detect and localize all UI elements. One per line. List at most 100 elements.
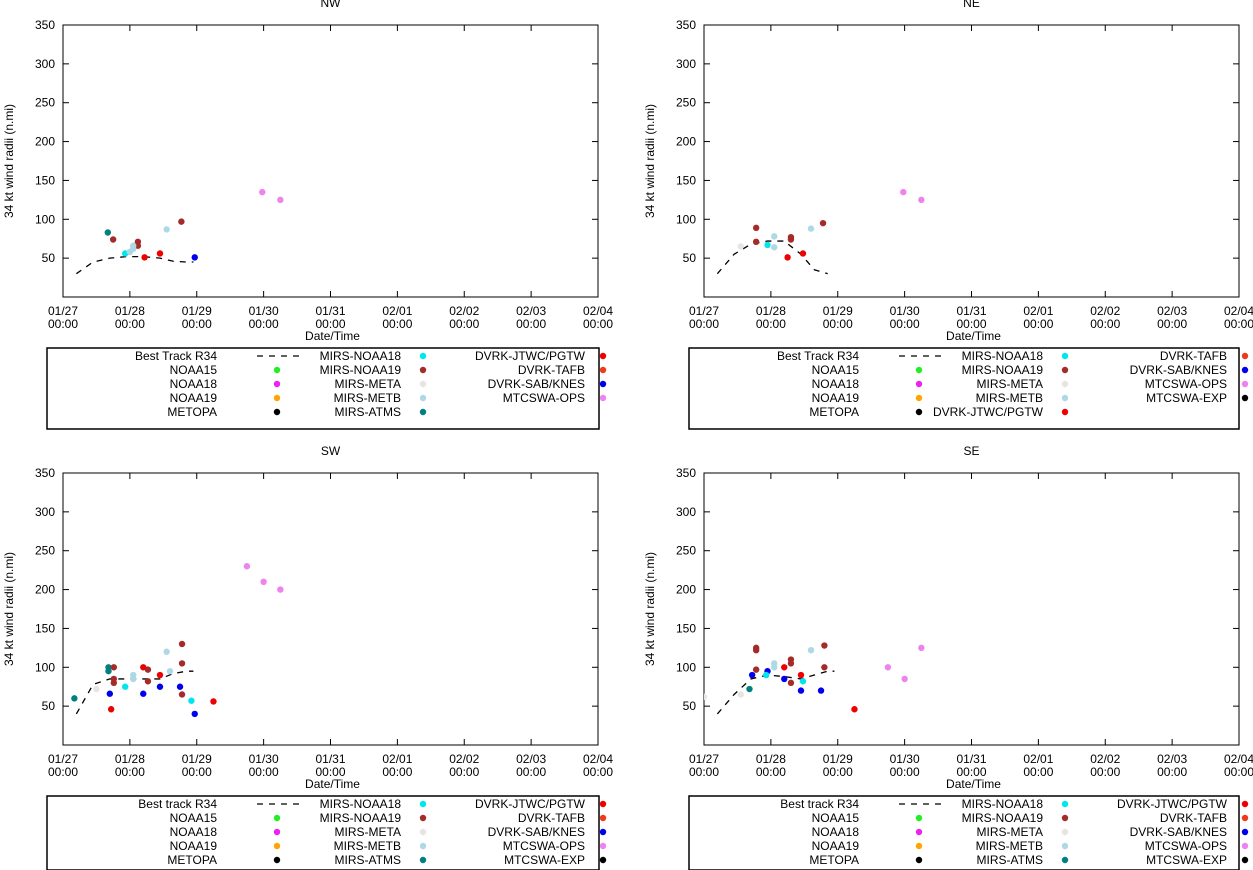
- y-tick-label: 100: [676, 660, 696, 674]
- legend-box: [688, 347, 1240, 430]
- x-tick-label-time: 00:00: [756, 317, 786, 331]
- x-tick-label-date: 02/03: [1157, 752, 1187, 766]
- panel-title: NW: [321, 0, 342, 10]
- legend-marker-noaa15: [915, 814, 923, 822]
- legend-marker-noaa19: [273, 394, 281, 402]
- legend-marker-dvrk-jtwc-pgtw: [599, 800, 607, 808]
- x-tick-label-time: 00:00: [449, 765, 479, 779]
- legend-label: DVRK-JTWC/PGTW: [1117, 797, 1228, 811]
- legend-marker-dvrk-sab-knes: [1241, 828, 1249, 836]
- legend-label: MIRS-NOAA19: [962, 363, 1044, 377]
- x-tick-label-time: 00:00: [182, 317, 212, 331]
- y-tick-label: 300: [676, 505, 696, 519]
- x-tick-label-date: 02/03: [516, 752, 546, 766]
- legend-label: MIRS-METB: [334, 391, 401, 405]
- x-tick-label-time: 00:00: [249, 765, 279, 779]
- x-tick-label-time: 00:00: [689, 765, 719, 779]
- legend-marker-noaa15: [273, 814, 281, 822]
- legend-marker-mtcswa-exp: [1241, 394, 1249, 402]
- y-tick-label: 300: [676, 57, 696, 71]
- point-mirs-noaa19: [144, 666, 152, 673]
- y-tick-label: 350: [35, 18, 55, 32]
- panel-title: SE: [963, 444, 979, 458]
- x-tick-label-time: 00:00: [689, 317, 719, 331]
- y-axis-label: 34 kt wind radii (n.mi): [643, 552, 657, 666]
- point-mirs-metb: [771, 244, 778, 251]
- legend-label: MIRS-METB: [976, 391, 1043, 405]
- x-tick-label-time: 00:00: [382, 765, 412, 779]
- point-dvrk-jtwc-pgtw: [210, 698, 217, 705]
- legend-marker-noaa18: [915, 828, 923, 836]
- point-dvrk-sab-knes: [191, 710, 198, 718]
- point-dvrk-sab-knes: [748, 671, 756, 679]
- point-mtcswa-ops: [918, 644, 925, 652]
- point-mtcswa-ops: [918, 196, 925, 204]
- y-tick-label: 250: [676, 544, 696, 558]
- y-tick-label: 150: [35, 173, 55, 187]
- y-tick-label: 100: [35, 660, 55, 674]
- legend-label: DVRK-TAFB: [518, 363, 585, 377]
- plot-area: [76, 188, 284, 275]
- legend-marker-dvrk-tafb: [1241, 352, 1249, 360]
- x-tick-label-time: 00:00: [1157, 765, 1187, 779]
- legend-label: DVRK-TAFB: [518, 811, 585, 825]
- legend-marker-dvrk-tafb: [599, 366, 607, 374]
- legend-marker-mtcswa-ops: [1241, 380, 1249, 388]
- legend-label: MIRS-METB: [334, 839, 401, 853]
- legend-marker-mirs-atms: [1061, 856, 1069, 864]
- legend-label: NOAA19: [170, 839, 218, 853]
- point-dvrk-sab-knes: [156, 683, 164, 690]
- legend-label: DVRK-TAFB: [1160, 349, 1227, 363]
- point-mirs-noaa19: [819, 219, 827, 227]
- legend-label: MIRS-ATMS: [977, 853, 1043, 867]
- x-tick-label-date: 02/03: [1157, 304, 1187, 318]
- legend-label: MTCSWA-EXP: [504, 853, 585, 867]
- legend-label: NOAA18: [170, 377, 218, 391]
- y-tick-label: 250: [35, 544, 55, 558]
- point-mirs-noaa19: [752, 644, 760, 652]
- y-tick-label: 300: [35, 505, 55, 519]
- legend-label: MIRS-META: [335, 825, 401, 839]
- x-tick-label-date: 01/29: [823, 304, 853, 318]
- y-tick-label: 100: [35, 212, 55, 226]
- legend-label: MIRS-NOAA18: [962, 349, 1044, 363]
- point-dvrk-jtwc-pgtw: [799, 250, 807, 257]
- y-tick-label: 150: [676, 173, 696, 187]
- point-mirs-noaa19: [787, 679, 795, 687]
- x-tick-label-time: 00:00: [115, 765, 145, 779]
- legend-label: Best track R34: [780, 797, 859, 811]
- point-mirs-metb: [163, 226, 170, 233]
- x-tick-label-date: 02/01: [1023, 752, 1053, 766]
- x-axis-label: Date/Time: [946, 329, 1001, 343]
- legend-marker-mirs-metb: [419, 394, 427, 402]
- point-mirs-meta: [737, 691, 744, 698]
- legend-marker-metopa: [273, 856, 281, 864]
- y-tick-label: 50: [42, 251, 56, 265]
- x-tick-label-date: 02/02: [449, 752, 479, 766]
- point-mirs-atms: [71, 695, 78, 702]
- x-tick-label-time: 00:00: [1090, 765, 1120, 779]
- point-mirs-noaa18: [121, 683, 129, 690]
- point-mirs-metb: [807, 225, 815, 232]
- point-mirs-meta: [737, 243, 744, 250]
- x-tick-label-date: 01/28: [756, 752, 786, 766]
- x-axis-label: Date/Time: [946, 777, 1001, 791]
- plot-area: [71, 563, 284, 718]
- legend-label: METOPA: [167, 405, 217, 419]
- point-dvrk-sab-knes: [781, 675, 788, 683]
- x-tick-label-date: 02/01: [382, 304, 412, 318]
- x-tick-label-date: 01/29: [182, 752, 212, 766]
- point-mirs-noaa19: [144, 678, 152, 685]
- legend-label: NOAA15: [812, 811, 860, 825]
- point-mtcswa-ops: [277, 196, 284, 204]
- legend-marker-noaa15: [273, 366, 281, 374]
- point-mirs-metb: [130, 671, 137, 679]
- point-dvrk-jtwc-pgtw: [107, 706, 115, 713]
- legend-label: MIRS-NOAA19: [320, 811, 402, 825]
- point-dvrk-jtwc-pgtw: [781, 664, 788, 671]
- x-tick-label-date: 01/31: [956, 304, 986, 318]
- legend-label: MTCSWA-EXP: [1146, 391, 1227, 405]
- x-tick-label-time: 00:00: [823, 765, 853, 779]
- point-mirs-meta: [93, 685, 100, 693]
- x-tick-label-date: 01/31: [956, 752, 986, 766]
